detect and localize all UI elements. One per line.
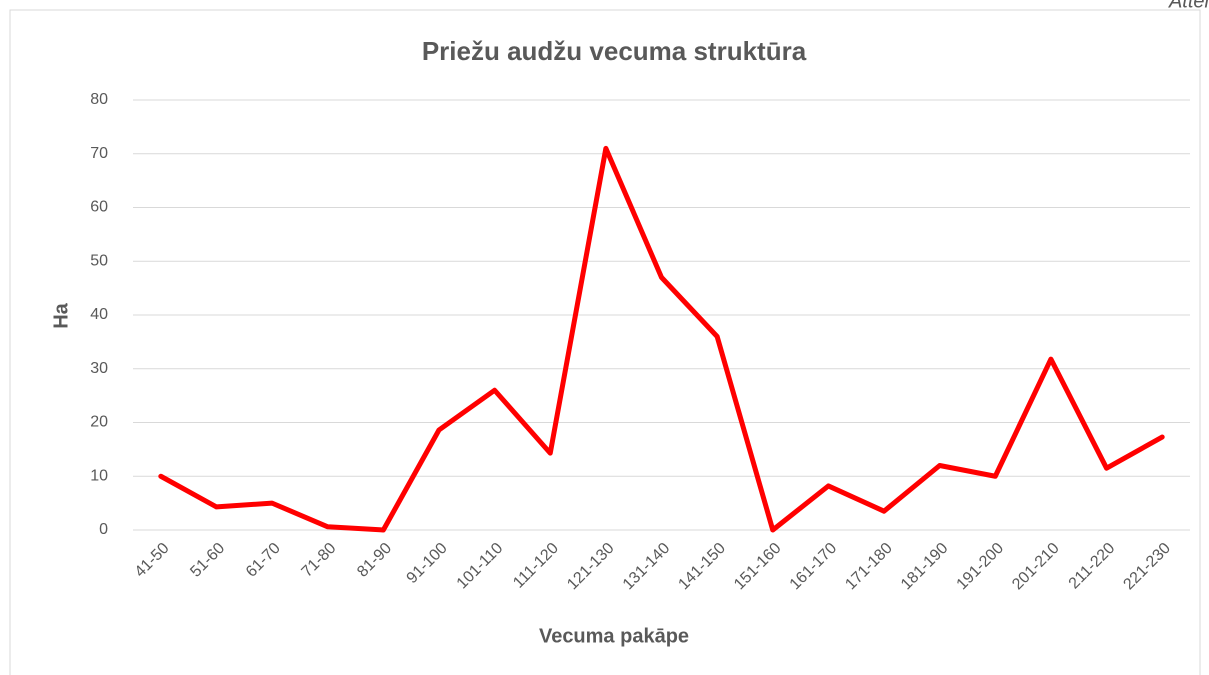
y-tick-label: 10 <box>90 467 108 484</box>
x-axis-title: Vecuma pakāpe <box>539 625 689 647</box>
y-axis-title: Ha <box>50 302 72 328</box>
annotation: Attēl <box>1168 0 1209 12</box>
chart-frame <box>9 9 1201 675</box>
chart-title: Priežu audžu vecuma struktūra <box>422 36 807 66</box>
y-tick-label: 60 <box>90 199 108 216</box>
y-tick-label: 50 <box>90 252 108 269</box>
y-tick-label: 70 <box>90 145 108 162</box>
line-series <box>158 145 1165 533</box>
y-tick-label: 30 <box>90 360 108 377</box>
y-tick-label: 80 <box>90 91 108 108</box>
y-tick-label: 20 <box>90 414 108 431</box>
y-tick-label: 0 <box>99 521 108 538</box>
y-tick-label: 40 <box>90 306 108 323</box>
